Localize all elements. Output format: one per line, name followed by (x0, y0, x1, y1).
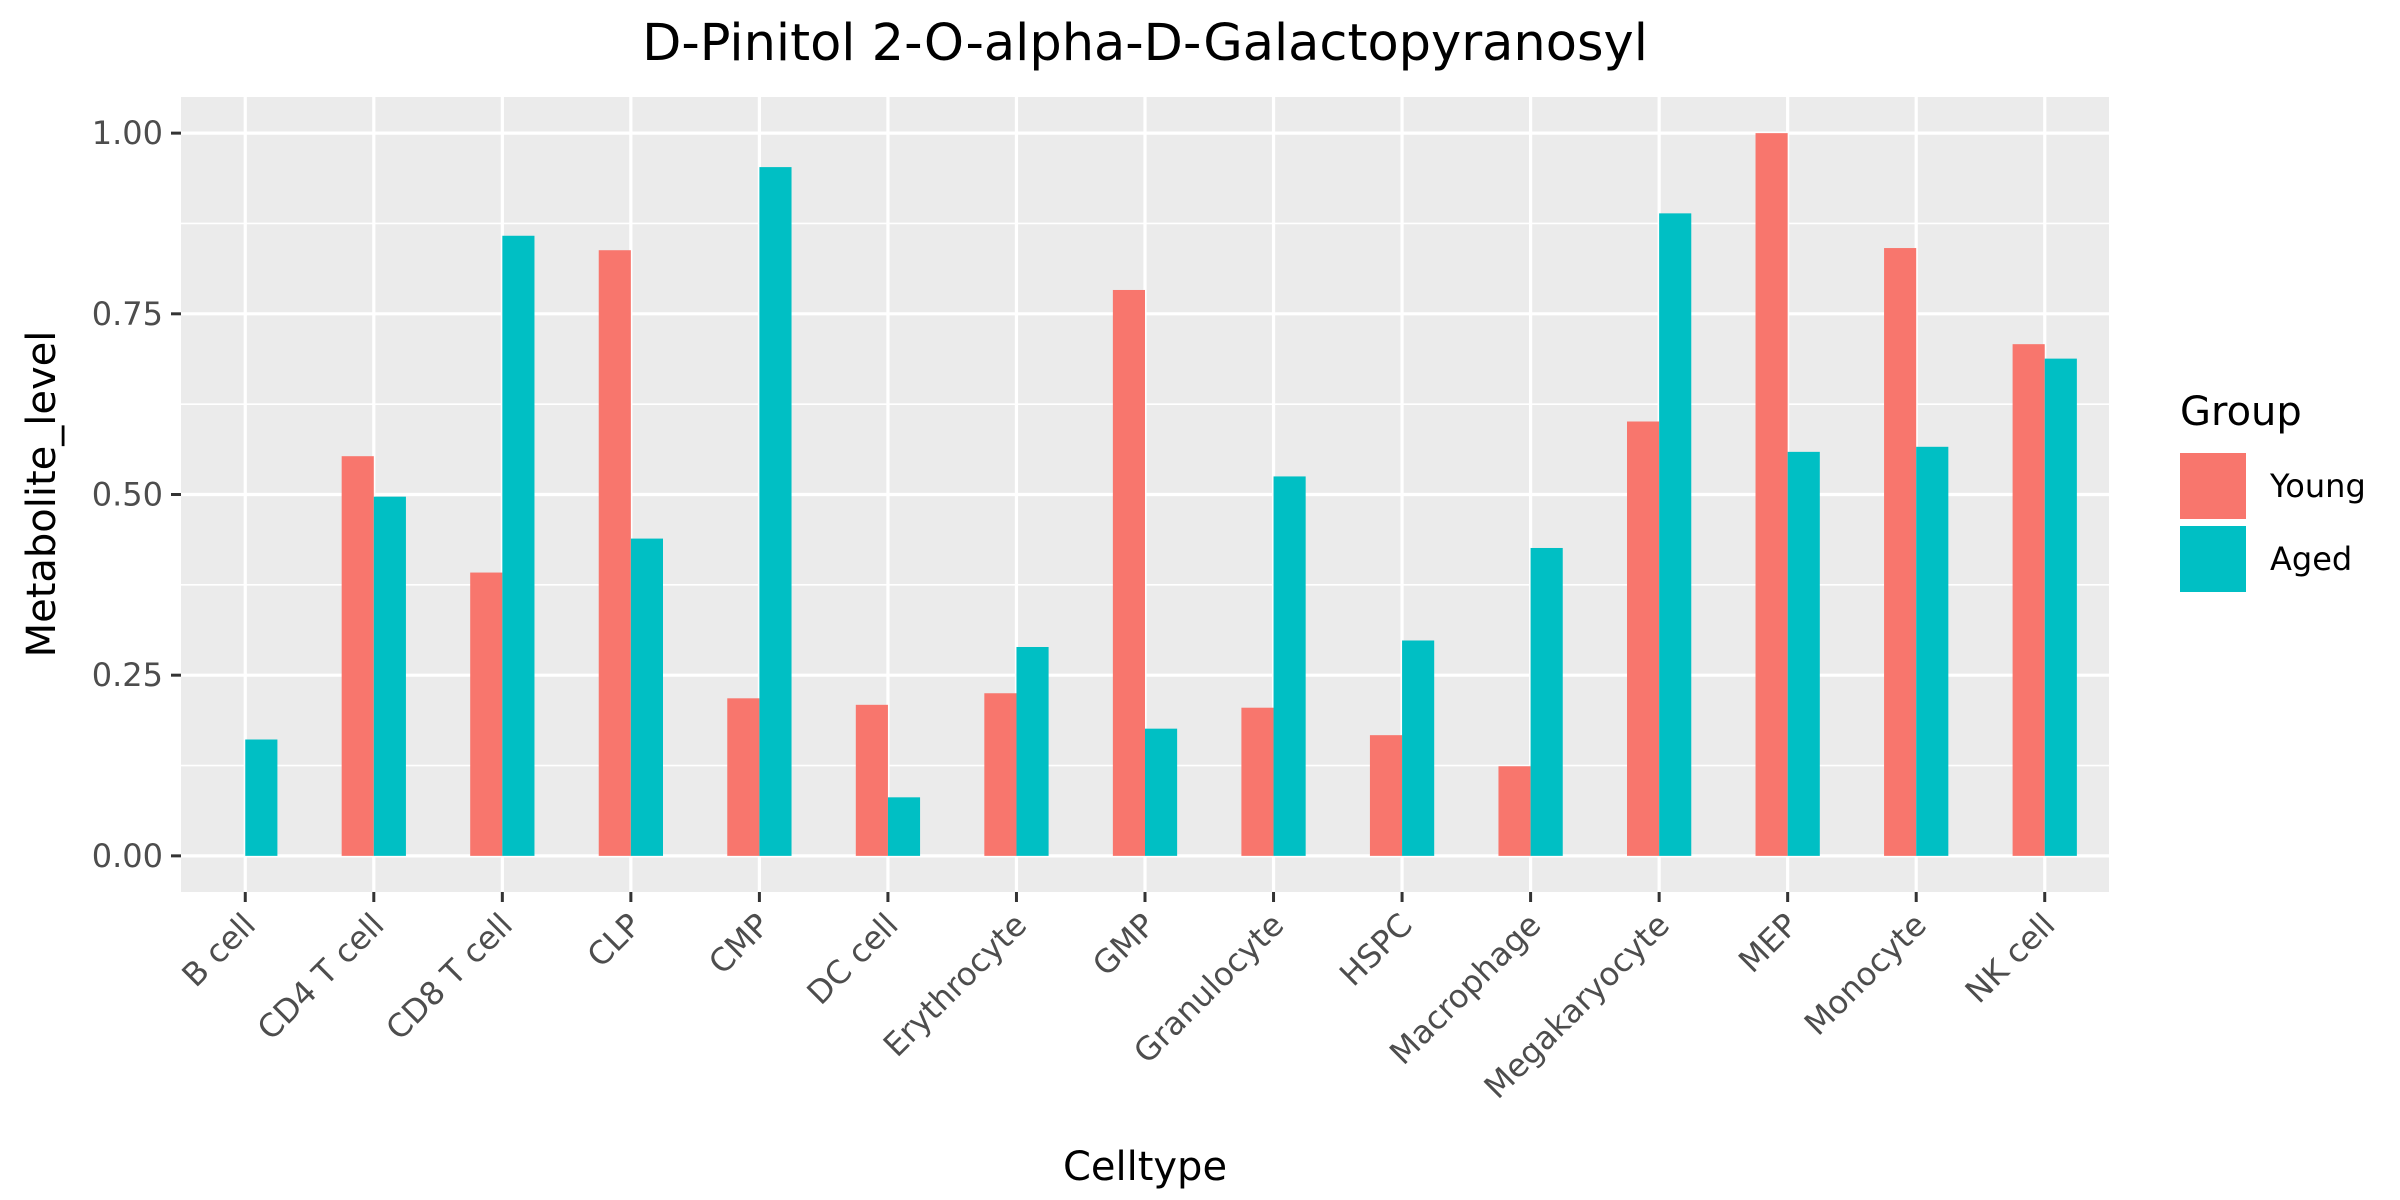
bar-young-hspc (1369, 735, 1403, 856)
bar-aged-cmp (759, 167, 792, 856)
legend-key-aged (2180, 526, 2246, 592)
x-axis-title: Celltype (1063, 1144, 1227, 1190)
y-tick-label: 1.00 (92, 114, 163, 152)
x-tick-label: DC cell (799, 906, 905, 1012)
x-tick-label: HSPC (1332, 906, 1420, 994)
y-tick-label: 0.50 (92, 476, 163, 514)
legend-title: Group (2180, 389, 2302, 435)
y-tick-label: 0.75 (92, 295, 163, 333)
legend-label-aged: Aged (2270, 540, 2352, 578)
bar-aged-b-cell (245, 739, 278, 856)
bar-young-clp (598, 250, 631, 856)
x-tick-label: Monocyte (1797, 906, 1934, 1043)
bar-young-erythrocyte (984, 693, 1017, 856)
legend: Group Young Aged (2180, 389, 2366, 592)
bar-young-cmp (727, 698, 760, 856)
bar-aged-cd8-t-cell (502, 235, 535, 856)
y-axis: 0.00 0.25 0.50 0.75 1.00 (92, 114, 181, 875)
bar-aged-monocyte (1916, 446, 1949, 856)
bar-young-mep (1755, 133, 1788, 856)
x-tick-label: CD8 T cell (378, 906, 520, 1048)
bar-aged-hspc (1402, 640, 1435, 856)
bar-young-cd8-t-cell (470, 572, 503, 856)
x-tick-label: NK cell (1958, 906, 2063, 1011)
bar-young-monocyte (1884, 248, 1917, 856)
bar-aged-granulocyte (1273, 476, 1306, 856)
bar-aged-gmp (1145, 728, 1178, 856)
x-tick-label: MEP (1731, 906, 1805, 980)
chart-title: D-Pinitol 2-O-alpha-D-Galactopyranosyl (642, 14, 1648, 73)
x-tick-label: CD4 T cell (250, 906, 392, 1048)
bar-aged-mep (1787, 451, 1820, 856)
y-tick-label: 0.00 (92, 837, 163, 875)
bar-young-nk-cell (2012, 344, 2045, 856)
y-axis-title: Metabolite_level (19, 331, 65, 658)
bar-young-megakaryocyte (1627, 421, 1660, 856)
x-tick-label: CLP (580, 906, 649, 975)
x-tick-label: GMP (1085, 906, 1163, 984)
bar-aged-erythrocyte (1016, 646, 1049, 856)
legend-key-young (2180, 453, 2246, 519)
bar-aged-nk-cell (2044, 358, 2077, 856)
legend-items: Young Aged (2180, 453, 2366, 592)
bar-aged-dc-cell (887, 797, 921, 856)
bar-aged-macrophage (1530, 547, 1563, 856)
x-tick-label: CMP (701, 906, 777, 982)
bar-young-dc-cell (855, 704, 888, 856)
legend-label-young: Young (2269, 467, 2366, 505)
bar-aged-clp (630, 538, 663, 856)
bar-young-macrophage (1498, 766, 1531, 856)
bar-young-gmp (1112, 289, 1145, 856)
bar-young-granulocyte (1241, 707, 1274, 856)
bar-young-cd4-t-cell (341, 456, 374, 856)
x-tick-label: B cell (174, 906, 263, 995)
bars (245, 133, 2077, 856)
bar-aged-megakaryocyte (1659, 213, 1692, 856)
y-tick-label: 0.25 (92, 656, 163, 694)
bar-aged-cd4-t-cell (373, 496, 406, 856)
